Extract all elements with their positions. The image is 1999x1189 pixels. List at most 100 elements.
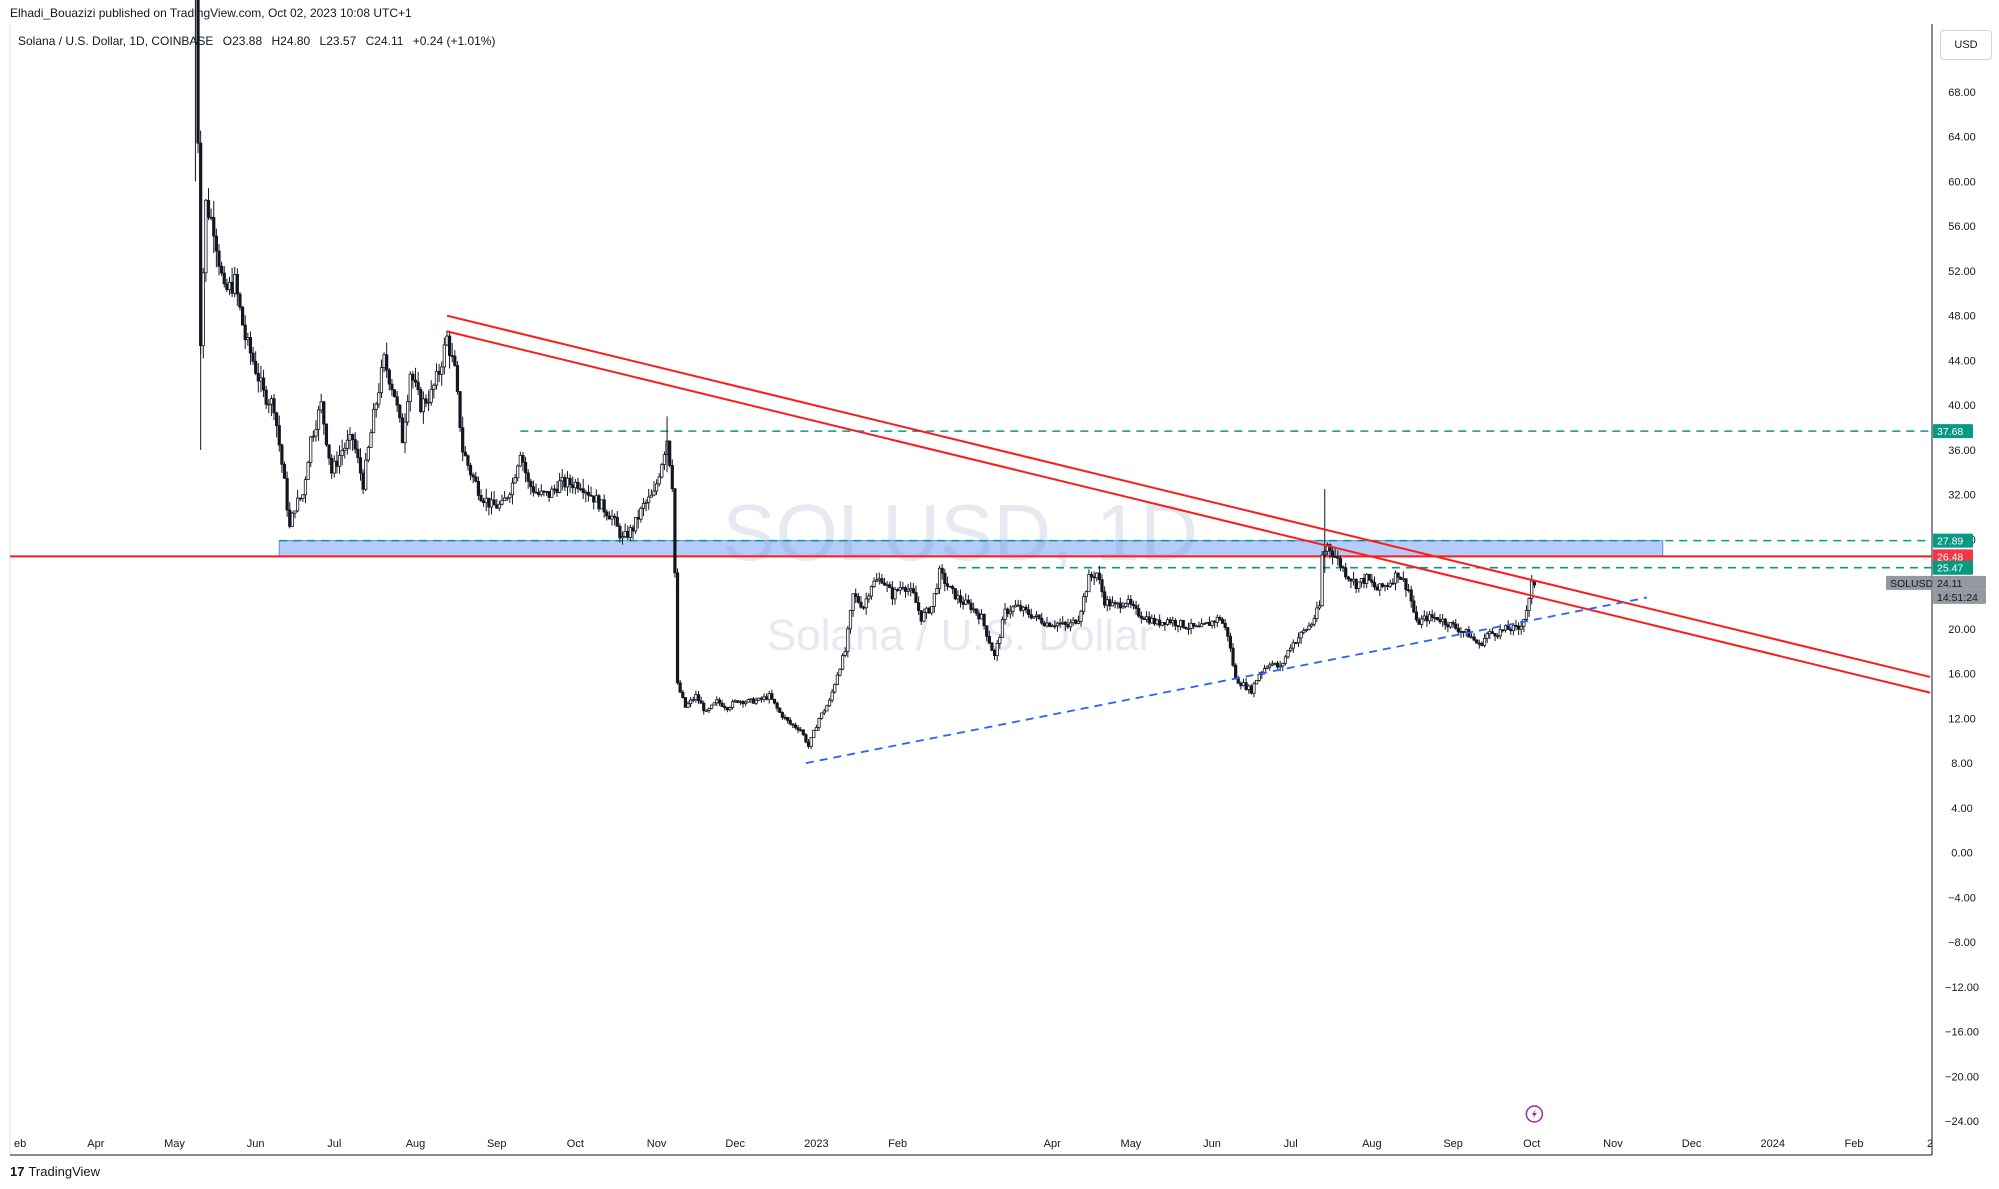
candle-body — [461, 427, 465, 453]
candle — [1189, 618, 1193, 635]
event-marker[interactable] — [1525, 1105, 1544, 1123]
candle — [206, 188, 211, 221]
currency-button[interactable]: USD — [1940, 30, 1992, 60]
support-trendline[interactable] — [805, 596, 1648, 764]
candle — [1357, 581, 1361, 593]
candle-body — [1032, 616, 1036, 619]
candle-body — [356, 448, 360, 459]
tradingview-logo-icon: 17 — [10, 1164, 25, 1179]
candle — [1302, 627, 1306, 635]
candle — [1013, 600, 1018, 608]
candle-body — [573, 481, 577, 489]
resistance-trendline-upper[interactable] — [446, 314, 1931, 678]
candle — [489, 491, 494, 515]
trend-lines[interactable] — [446, 314, 1931, 764]
candle — [531, 480, 536, 497]
candle-body — [201, 272, 205, 347]
candle — [1220, 617, 1225, 624]
candle-body — [296, 497, 300, 512]
candle-body — [217, 250, 221, 267]
candle — [738, 700, 743, 705]
candle-body — [576, 481, 580, 490]
candle-body — [526, 472, 530, 482]
x-axis-tick-label: Dec — [725, 1138, 745, 1150]
candle-body — [1165, 619, 1170, 625]
candle — [484, 488, 488, 512]
candle — [474, 471, 478, 483]
x-axis[interactable]: eb Apr May Jun Jul Aug Sep Oct Nov Dec 2023 Feb Apr M… — [14, 1138, 1933, 1150]
candle-body — [916, 602, 921, 611]
candle — [995, 640, 999, 662]
candle-body — [1082, 596, 1086, 612]
candle — [605, 509, 609, 521]
candle-body — [1393, 572, 1398, 584]
candle-body — [610, 515, 614, 520]
candle-body — [544, 491, 549, 493]
candle — [482, 497, 486, 507]
candle-body — [1262, 668, 1267, 673]
candle — [906, 583, 910, 596]
candle-body — [1186, 627, 1191, 630]
candle-body — [932, 593, 936, 607]
candle-body — [1475, 639, 1479, 644]
candle-body — [408, 373, 412, 402]
candle-body — [1029, 614, 1033, 619]
candle-body — [765, 696, 769, 700]
candle — [539, 484, 543, 497]
candle — [1223, 618, 1227, 631]
candle — [623, 523, 627, 539]
x-axis-tick-label: Feb — [888, 1138, 907, 1150]
candle — [775, 701, 779, 712]
candle — [948, 585, 952, 588]
candle-body — [615, 517, 619, 527]
candle-body — [903, 587, 908, 592]
candle-body — [909, 588, 913, 591]
candle — [1511, 623, 1515, 636]
candle-body — [1530, 580, 1534, 599]
candle — [1462, 630, 1466, 638]
candle-body — [1412, 600, 1416, 613]
candle-body — [319, 401, 323, 411]
candle — [1375, 584, 1379, 591]
candle-body — [1524, 610, 1529, 620]
candle-body — [927, 607, 931, 614]
candle — [880, 574, 884, 585]
candle-body — [230, 281, 234, 294]
candle-body — [505, 497, 509, 500]
support-zone[interactable] — [278, 540, 1664, 557]
candle-body — [1341, 566, 1345, 569]
candle — [662, 451, 667, 471]
candle-body — [1210, 620, 1214, 626]
candle-body — [906, 589, 910, 592]
candle-body — [1121, 605, 1125, 609]
candle-body — [1477, 642, 1481, 645]
tradingview-logo[interactable]: 17 TradingView — [10, 1164, 100, 1179]
candle-body — [660, 464, 664, 478]
horizontal-levels[interactable] — [10, 430, 1932, 569]
candle-body — [1456, 627, 1460, 633]
candle — [563, 474, 567, 491]
candle-body — [987, 635, 991, 644]
candle — [419, 387, 423, 414]
candle — [838, 668, 842, 677]
support-resistance-zone[interactable] — [278, 540, 1664, 557]
candle-body — [406, 401, 410, 423]
candle — [316, 405, 321, 441]
candle — [1514, 619, 1518, 631]
symbol-description[interactable]: Solana / U.S. Dollar, 1D, COINBASE — [18, 34, 214, 48]
candle — [1244, 678, 1248, 691]
candle — [1496, 633, 1500, 640]
candle — [987, 630, 991, 644]
candle-body — [264, 389, 268, 405]
candle — [1315, 601, 1319, 623]
candle-body — [770, 693, 774, 700]
candle-body — [563, 477, 567, 488]
candle-body — [495, 504, 499, 509]
candle — [311, 430, 315, 442]
candle-body — [859, 601, 863, 608]
candle — [657, 473, 661, 487]
candle — [413, 367, 418, 388]
x-axis-tick-label: Jul — [1284, 1138, 1298, 1150]
resistance-trendline-lower[interactable] — [446, 330, 1931, 694]
